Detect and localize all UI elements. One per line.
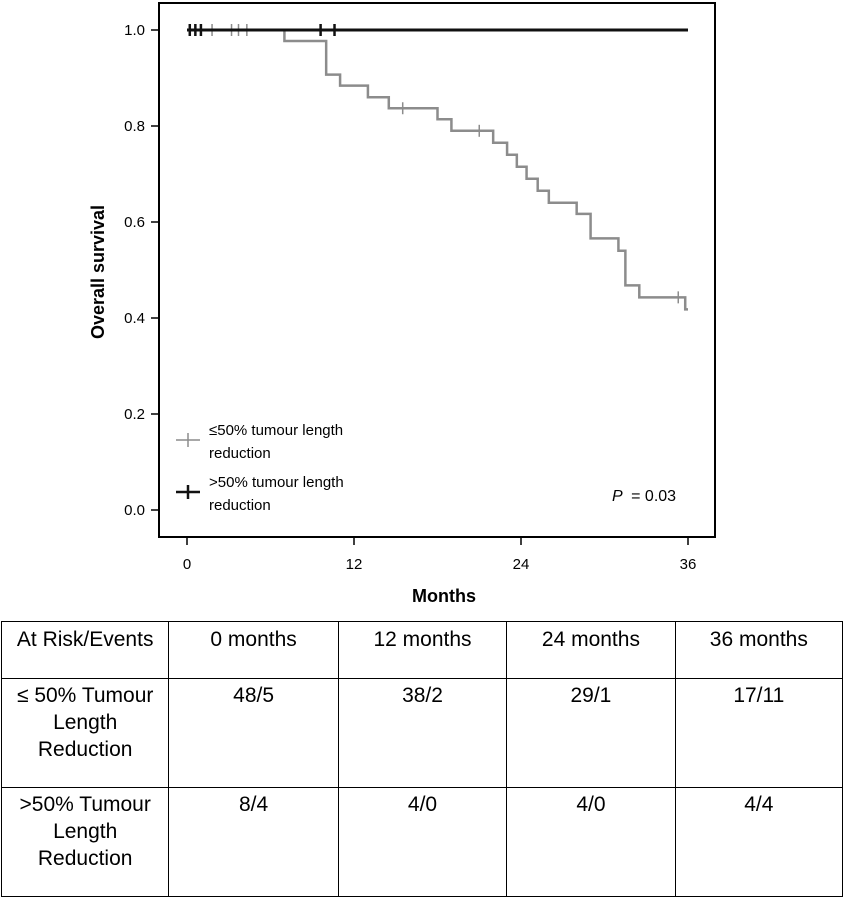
y-tick-label: 1.0 <box>124 22 145 39</box>
y-tick-label: 0.4 <box>124 310 145 327</box>
y-tick-label: 0.6 <box>124 214 145 231</box>
row-label-cell: ≤ 50% Tumour Length Reduction <box>0 678 170 788</box>
x-tick-label: 36 <box>680 556 697 573</box>
series-curve-1 <box>187 28 688 311</box>
at-risk-table: At Risk/Events 0 months 12 months 24 mon… <box>0 621 844 897</box>
table-row: >50% Tumour Length Reduction 8/4 4/0 4/0… <box>0 787 844 897</box>
table-header-row: At Risk/Events 0 months 12 months 24 mon… <box>0 621 844 679</box>
legend-label: reduction <box>209 497 271 514</box>
table-cell: 8/4 <box>168 787 339 897</box>
row-label-cell: >50% Tumour Length Reduction <box>0 787 170 897</box>
header-cell: 24 months <box>506 621 676 679</box>
y-axis-label: Overall survival <box>88 205 108 339</box>
legend-label: ≤50% tumour length <box>209 422 343 439</box>
legend-label: reduction <box>209 445 271 462</box>
table-cell: 17/11 <box>674 678 844 788</box>
header-cell: At Risk/Events <box>0 621 170 679</box>
header-cell: 12 months <box>337 621 508 679</box>
kaplan-meier-chart: 0 12 24 36 0.0 0.2 0.4 0.6 0.8 1.0 ≤50% tumour le… <box>88 2 716 606</box>
table-cell: 4/0 <box>506 787 676 897</box>
plot-frame <box>158 2 716 538</box>
survival-curves <box>187 24 688 311</box>
axes: 0 12 24 36 0.0 0.2 0.4 0.6 0.8 1.0 <box>124 22 696 573</box>
table-cell: 38/2 <box>337 678 508 788</box>
x-tick-label: 0 <box>183 556 191 573</box>
header-cell: 0 months <box>168 621 339 679</box>
x-tick-label: 12 <box>346 556 363 573</box>
table-row: ≤ 50% Tumour Length Reduction 48/5 38/2 … <box>0 678 844 788</box>
header-cell: 36 months <box>674 621 844 679</box>
y-tick-label: 0.2 <box>124 406 145 423</box>
p-value-label: P <box>612 488 623 505</box>
table-cell: 4/0 <box>337 787 508 897</box>
p-value-annotation: P = 0.03 <box>612 488 676 505</box>
table-cell: 48/5 <box>168 678 339 788</box>
y-tick-label: 0.8 <box>124 118 145 135</box>
table-cell: 4/4 <box>674 787 844 897</box>
x-axis-label: Months <box>412 586 476 606</box>
legend: ≤50% tumour length reduction >50% tumour l… <box>176 422 344 514</box>
x-tick-label: 24 <box>513 556 530 573</box>
legend-label: >50% tumour length <box>209 474 344 491</box>
table-cell: 29/1 <box>506 678 676 788</box>
y-tick-label: 0.0 <box>124 502 145 519</box>
p-value-text: = 0.03 <box>631 488 676 505</box>
